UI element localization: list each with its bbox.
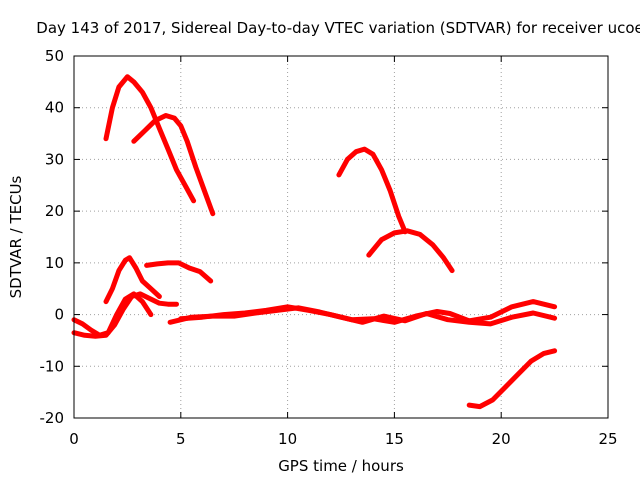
y-tick-label: 30 xyxy=(45,150,64,168)
x-tick-label: 5 xyxy=(176,430,186,448)
tick-layer: 0 5 10 15 20 25 -20 -10 0 10 20 30 40 50 xyxy=(40,47,618,448)
y-tick-label: -10 xyxy=(40,357,65,375)
x-tick-label: 15 xyxy=(385,430,404,448)
x-tick-label: 20 xyxy=(492,430,511,448)
series-arc-6 xyxy=(71,291,179,339)
series-arc-10 xyxy=(366,228,455,274)
chart-title: Day 143 of 2017, Sidereal Day-to-day VTE… xyxy=(36,19,640,37)
series-arc-11 xyxy=(466,348,558,410)
y-tick-label: 50 xyxy=(45,47,64,65)
y-tick-label: 10 xyxy=(45,254,64,272)
y-tick-label: -20 xyxy=(40,409,65,427)
x-tick-label: 0 xyxy=(69,430,79,448)
y-tick-label: 20 xyxy=(45,202,64,220)
series-arc-1 xyxy=(103,74,197,204)
plot-frame xyxy=(73,55,609,419)
y-tick-label: 0 xyxy=(54,306,64,324)
series-arc-2 xyxy=(131,113,216,217)
series-arc-9 xyxy=(336,146,408,235)
x-axis-title: GPS time / hours xyxy=(278,457,404,475)
series-arc-3 xyxy=(103,255,162,305)
series-arc-4 xyxy=(144,260,214,284)
series-layer xyxy=(71,74,558,410)
y-tick-label: 40 xyxy=(45,99,64,117)
y-axis-title: SDTVAR / TECUs xyxy=(7,175,25,298)
x-tick-label: 10 xyxy=(278,430,297,448)
series-arc-8 xyxy=(178,299,558,325)
x-tick-label: 25 xyxy=(598,430,617,448)
